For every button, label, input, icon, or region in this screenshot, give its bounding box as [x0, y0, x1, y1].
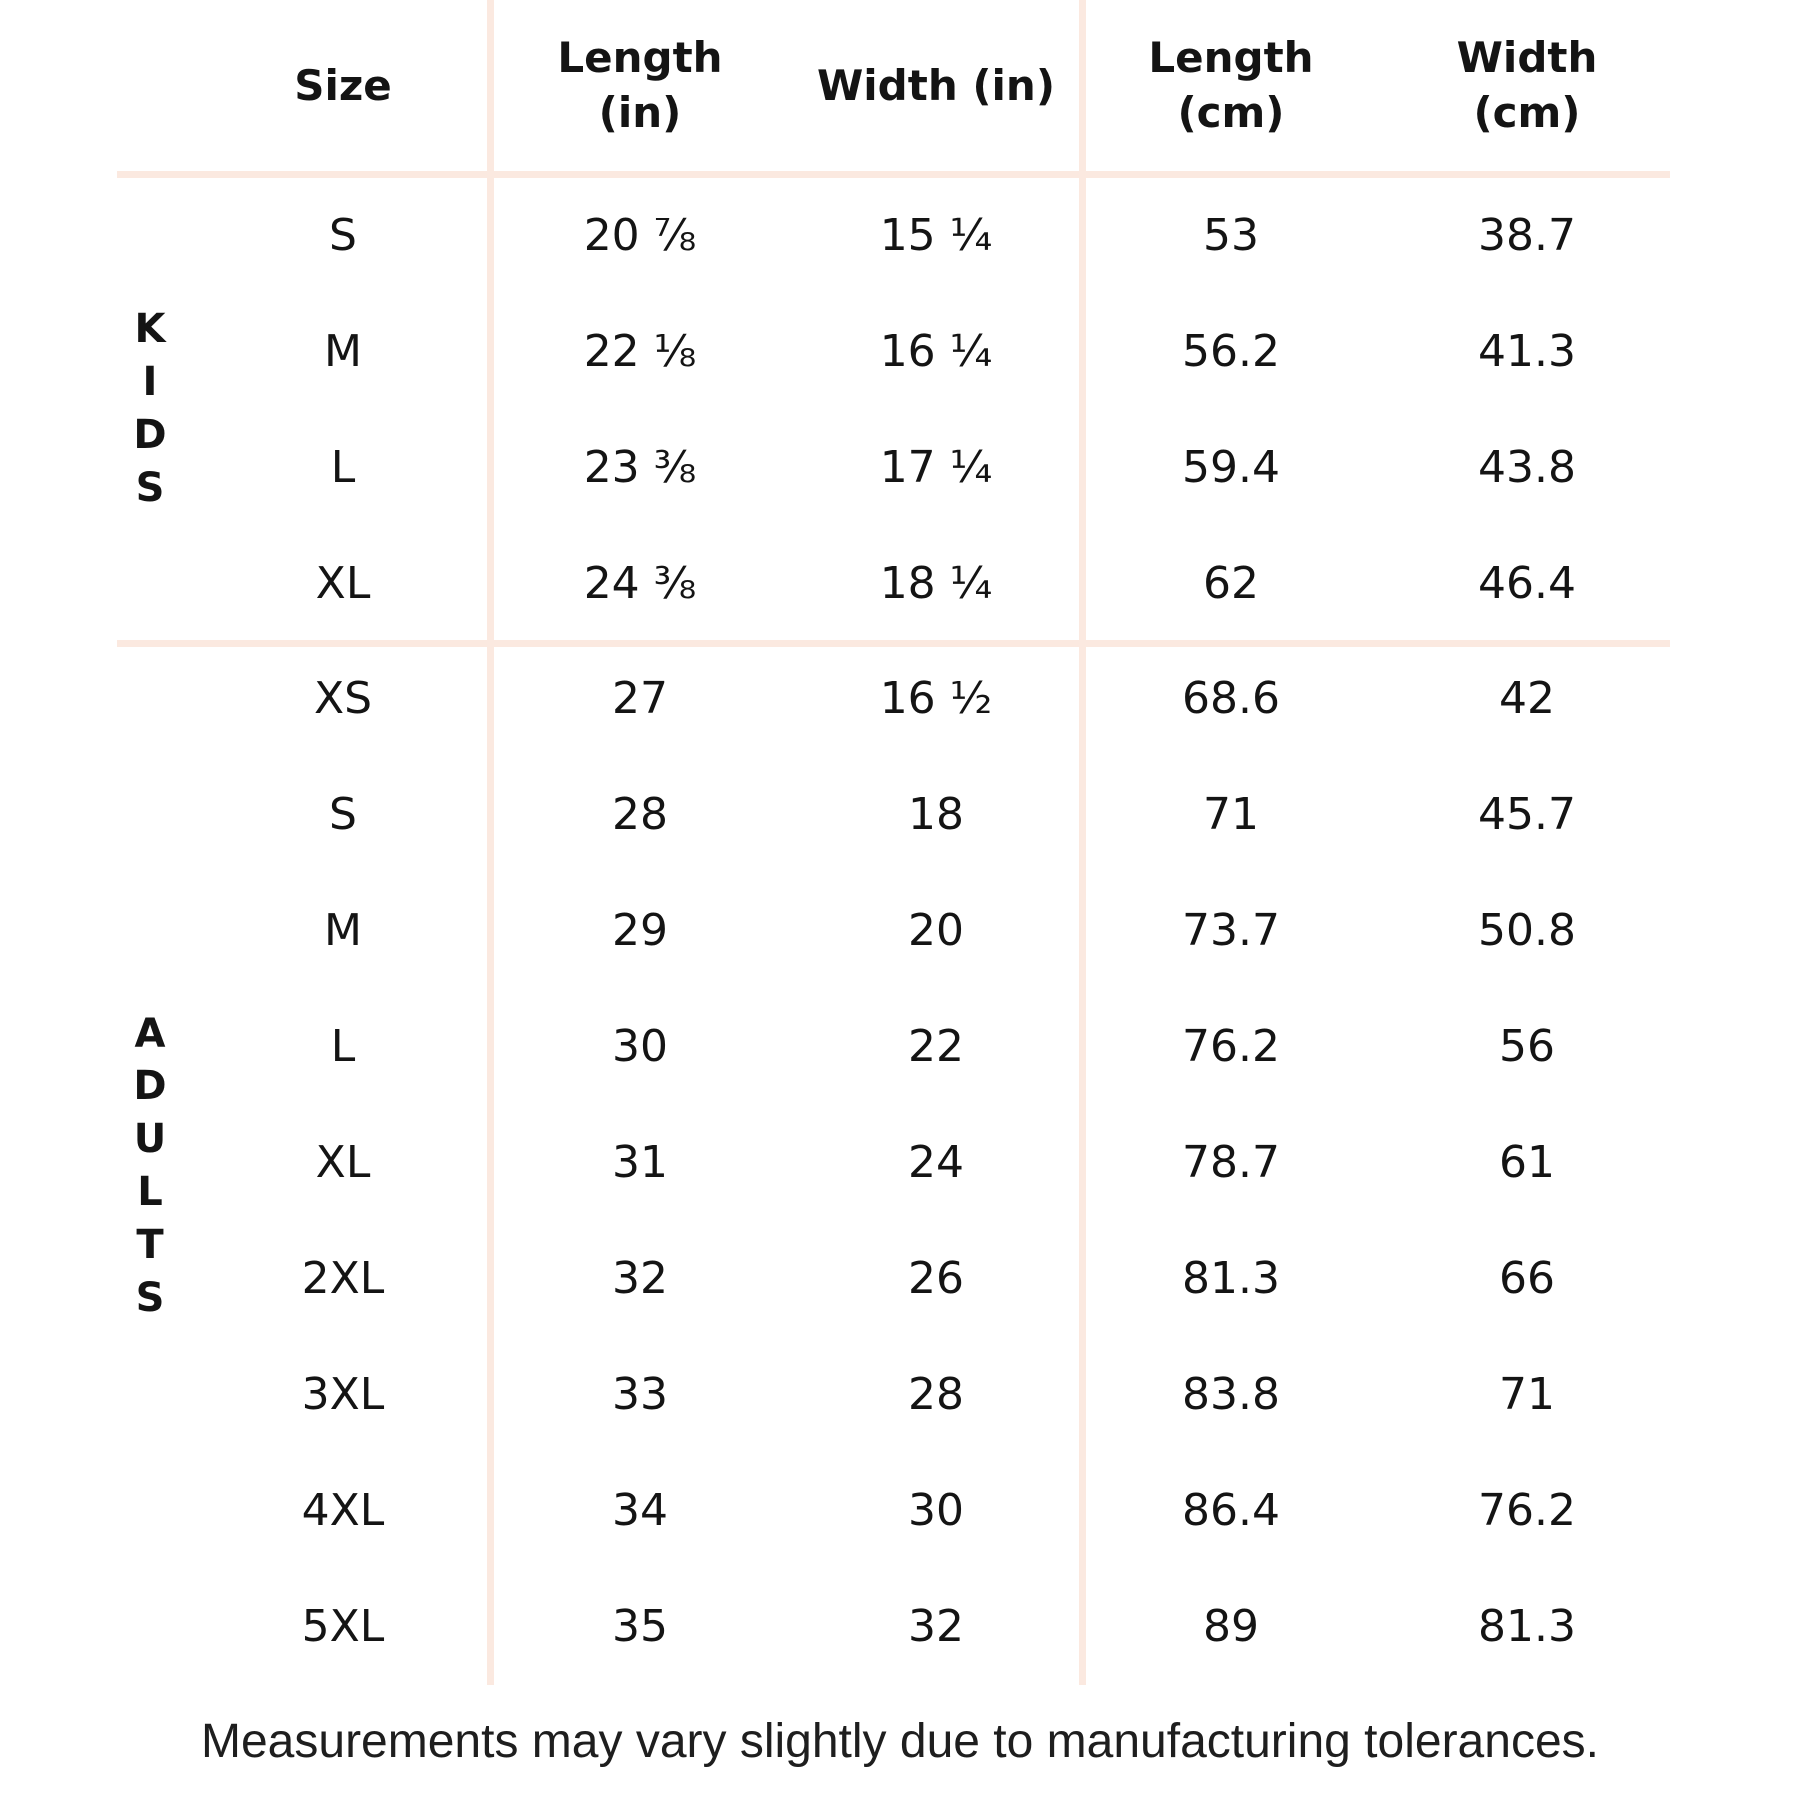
size-cell: 2XL [301, 1253, 385, 1305]
width-cm-cell: 38.7 [1478, 209, 1576, 261]
width-cm-cell: 56 [1499, 1021, 1555, 1073]
header-length-cm: Length (cm) [1148, 33, 1314, 137]
width-in-cell: 28 [908, 1368, 964, 1420]
header-length-in: Length (in) [557, 33, 723, 137]
width-in-cell: 26 [908, 1253, 964, 1305]
width-cm-cell: 46.4 [1478, 557, 1576, 609]
width-in-cell: 30 [908, 1484, 964, 1536]
width-in-cell: 18 [908, 789, 964, 841]
width-cm-cell: 71 [1499, 1368, 1555, 1420]
length-in-cell: 29 [612, 905, 668, 957]
header-width-in: Width (in) [816, 60, 1056, 110]
length-in-cell: 20 ⅞ [583, 209, 697, 261]
length-cm-cell: 73.7 [1182, 905, 1280, 957]
kids-adults-divider [117, 640, 1670, 647]
size-cell: XL [315, 1137, 371, 1189]
group-label-adults-text: ADULTS [133, 1010, 167, 1321]
header-width-cm: Width (cm) [1456, 33, 1598, 137]
size-cell: 4XL [301, 1484, 385, 1536]
size-cell: 3XL [301, 1368, 385, 1420]
group-label-kids-text: KIDS [133, 306, 167, 511]
width-in-cell: 20 [908, 905, 964, 957]
width-cm-cell: 43.8 [1478, 441, 1576, 493]
width-cm-cell: 45.7 [1478, 789, 1576, 841]
width-cm-cell: 81.3 [1478, 1600, 1576, 1652]
width-cm-cell: 61 [1499, 1137, 1555, 1189]
size-cell: M [324, 905, 362, 957]
length-cm-cell: 89 [1203, 1600, 1259, 1652]
length-in-cell: 24 ⅜ [583, 557, 697, 609]
size-cell: S [329, 789, 357, 841]
length-in-cell: 27 [612, 673, 668, 725]
length-cm-cell: 59.4 [1182, 441, 1280, 493]
header-row: Size Length (in) Width (in) Length (cm) … [0, 0, 1674, 172]
width-cm-cell: 76.2 [1478, 1484, 1576, 1536]
group-label-kids: KIDS [95, 178, 205, 640]
length-cm-cell: 76.2 [1182, 1021, 1280, 1073]
width-in-cell: 18 ¼ [879, 557, 993, 609]
length-cm-cell: 62 [1203, 557, 1259, 609]
length-in-cell: 35 [612, 1600, 668, 1652]
width-in-cell: 15 ¼ [879, 209, 993, 261]
length-cm-cell: 71 [1203, 789, 1259, 841]
footer-note: Measurements may vary slightly due to ma… [201, 1714, 1599, 1768]
width-cm-cell: 42 [1499, 673, 1555, 725]
width-cm-cell: 41.3 [1478, 325, 1576, 377]
size-cell: XL [315, 557, 371, 609]
vertical-divider-units [1079, 0, 1086, 1685]
length-in-cell: 32 [612, 1253, 668, 1305]
width-in-cell: 32 [908, 1600, 964, 1652]
header-size: Size [294, 60, 392, 110]
length-cm-cell: 53 [1203, 209, 1259, 261]
width-in-cell: 16 ¼ [879, 325, 993, 377]
size-cell: M [324, 325, 362, 377]
length-in-cell: 22 ⅛ [583, 325, 697, 377]
length-cm-cell: 68.6 [1182, 673, 1280, 725]
length-cm-cell: 78.7 [1182, 1137, 1280, 1189]
size-cell: XS [313, 673, 373, 725]
size-cell: L [330, 441, 356, 493]
size-cell: S [329, 209, 357, 261]
size-cell: L [330, 1021, 356, 1073]
length-in-cell: 33 [612, 1368, 668, 1420]
width-in-cell: 24 [908, 1137, 964, 1189]
length-cm-cell: 83.8 [1182, 1368, 1280, 1420]
width-in-cell: 16 ½ [879, 673, 993, 725]
width-in-cell: 22 [908, 1021, 964, 1073]
size-cell: 5XL [301, 1600, 385, 1652]
length-cm-cell: 86.4 [1182, 1484, 1280, 1536]
length-in-cell: 34 [612, 1484, 668, 1536]
length-in-cell: 31 [612, 1137, 668, 1189]
group-label-adults: ADULTS [95, 647, 205, 1685]
length-cm-cell: 81.3 [1182, 1253, 1280, 1305]
width-in-cell: 17 ¼ [879, 441, 993, 493]
header-divider [117, 171, 1670, 178]
width-cm-cell: 50.8 [1478, 905, 1576, 957]
width-cm-cell: 66 [1499, 1253, 1555, 1305]
length-in-cell: 23 ⅜ [583, 441, 697, 493]
size-table-body: S 20 ⅞ 15 ¼ 53 38.7 M 22 ⅛ 16 ¼ 56.2 41.… [0, 178, 1674, 1685]
length-in-cell: 28 [612, 789, 668, 841]
vertical-divider-size [487, 0, 494, 1685]
length-cm-cell: 56.2 [1182, 325, 1280, 377]
length-in-cell: 30 [612, 1021, 668, 1073]
